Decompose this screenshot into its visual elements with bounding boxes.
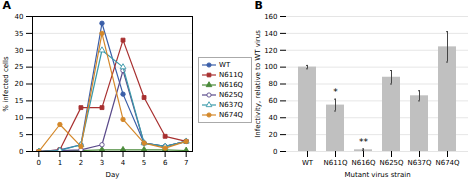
svg-text:% infected cells: % infected cells bbox=[2, 56, 10, 112]
svg-text:Day: Day bbox=[106, 171, 120, 179]
svg-text:5: 5 bbox=[142, 159, 146, 167]
svg-text:1: 1 bbox=[58, 159, 62, 167]
svg-text:N674Q: N674Q bbox=[435, 159, 460, 167]
svg-text:6: 6 bbox=[163, 159, 168, 167]
svg-text:80: 80 bbox=[269, 80, 278, 88]
html-text:N637Q: N637Q bbox=[219, 100, 244, 109]
svg-text:60: 60 bbox=[269, 97, 278, 105]
svg-text:0: 0 bbox=[19, 148, 23, 156]
svg-text:A: A bbox=[3, 0, 12, 12]
svg-text:100: 100 bbox=[264, 63, 277, 71]
svg-text:15: 15 bbox=[15, 97, 24, 105]
svg-text:40: 40 bbox=[15, 13, 24, 21]
html-text:N616Q: N616Q bbox=[219, 80, 244, 89]
svg-text:WT: WT bbox=[302, 159, 314, 167]
svg-text:N625Q: N625Q bbox=[379, 159, 404, 167]
svg-text:35: 35 bbox=[15, 30, 24, 38]
svg-text:Infectivity, relative to WT vi: Infectivity, relative to WT virus bbox=[254, 30, 262, 138]
svg-text:0: 0 bbox=[273, 148, 277, 156]
svg-text:*: * bbox=[333, 87, 338, 97]
svg-text:0: 0 bbox=[37, 159, 41, 167]
svg-text:B: B bbox=[255, 0, 263, 12]
svg-text:20: 20 bbox=[269, 131, 278, 139]
svg-text:Mutant virus strain: Mutant virus strain bbox=[344, 171, 410, 179]
svg-text:40: 40 bbox=[269, 114, 278, 122]
svg-text:5: 5 bbox=[19, 131, 23, 139]
svg-text:N616Q: N616Q bbox=[351, 159, 376, 167]
html-text:WT: WT bbox=[219, 60, 231, 69]
svg-text:3: 3 bbox=[100, 159, 104, 167]
svg-text:120: 120 bbox=[264, 46, 277, 54]
html-text:N674Q: N674Q bbox=[219, 110, 244, 119]
svg-text:**: ** bbox=[359, 137, 369, 147]
svg-text:140: 140 bbox=[264, 30, 277, 38]
svg-text:N611Q: N611Q bbox=[323, 159, 348, 167]
svg-text:25: 25 bbox=[15, 63, 24, 71]
svg-text:20: 20 bbox=[15, 80, 24, 88]
svg-text:2: 2 bbox=[79, 159, 83, 167]
html-text:N625Q: N625Q bbox=[219, 90, 244, 99]
svg-text:10: 10 bbox=[15, 114, 24, 122]
svg-text:7: 7 bbox=[184, 159, 188, 167]
html-text:N611Q: N611Q bbox=[219, 70, 244, 79]
svg-text:30: 30 bbox=[15, 46, 24, 54]
svg-text:N637Q: N637Q bbox=[407, 159, 432, 167]
svg-text:4: 4 bbox=[121, 159, 126, 167]
svg-text:160: 160 bbox=[264, 13, 277, 21]
